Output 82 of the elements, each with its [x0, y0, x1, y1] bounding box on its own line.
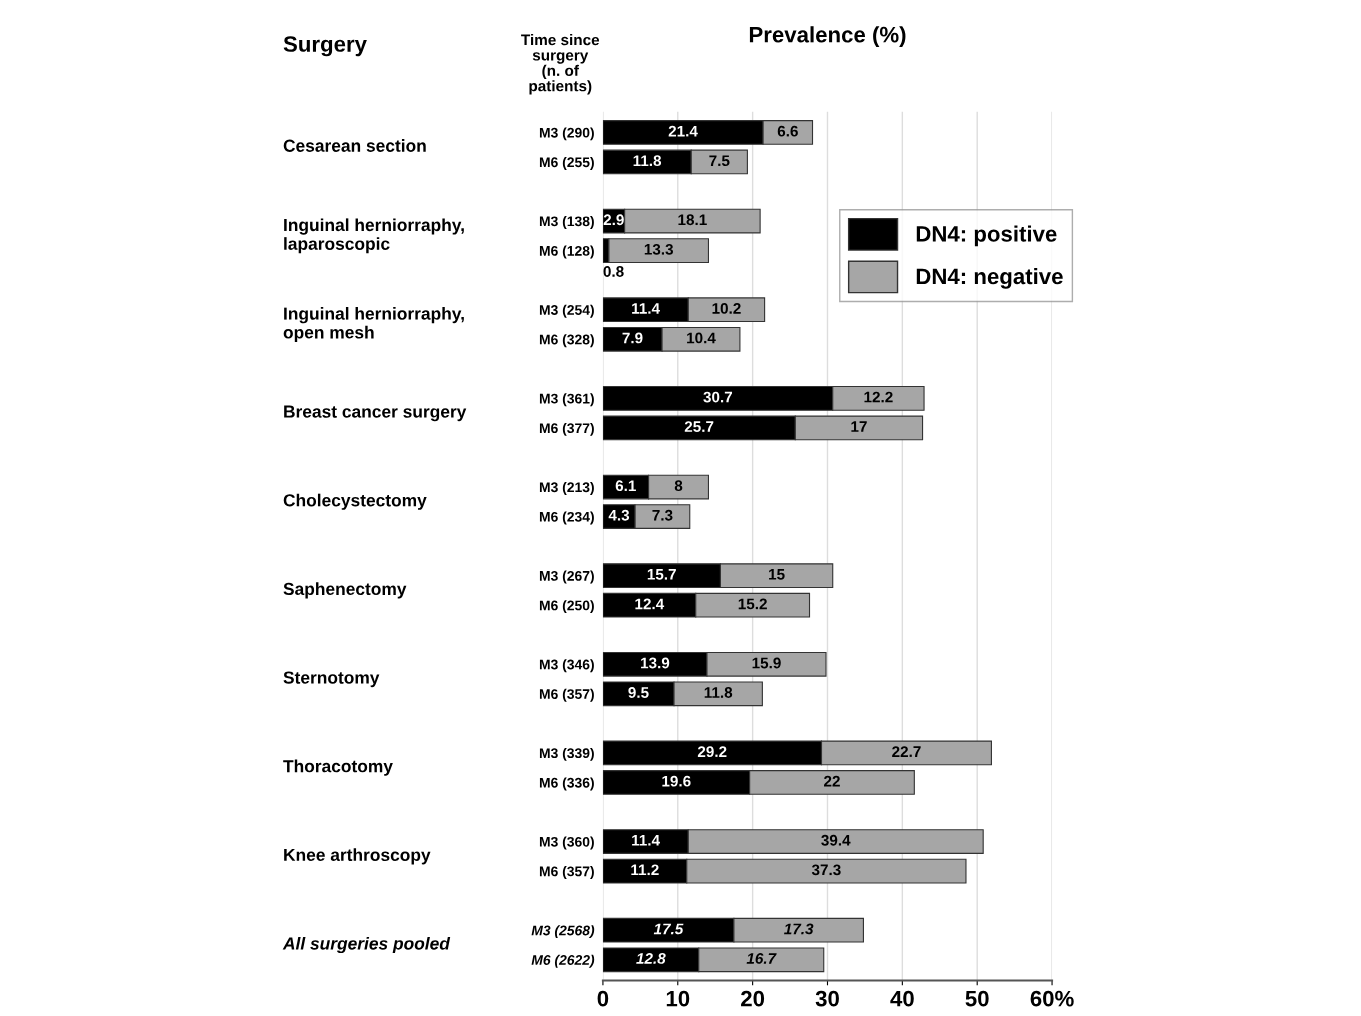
data-label: 7.3	[652, 509, 673, 521]
data-label: 18.1	[678, 214, 707, 226]
y-tick-label: M6 (357)	[539, 688, 594, 702]
y-tick-label: M6 (357)	[539, 866, 594, 880]
y-tick-label: M3 (2568)	[531, 925, 595, 939]
data-label: 11.2	[631, 864, 659, 876]
x-tick-label: 40	[890, 990, 914, 1007]
data-label: 4.3	[608, 509, 630, 521]
y-axis-title: Time since surgery (n. of patients)	[521, 34, 600, 95]
data-label: 15.7	[647, 569, 676, 580]
x-tick-label: 20	[741, 990, 765, 1007]
data-label: 39.4	[821, 834, 851, 846]
data-label: 22.7	[892, 746, 921, 757]
y-tick-label: M3 (213)	[539, 481, 594, 495]
y-tick-label: M3 (254)	[539, 304, 594, 318]
data-label: 17.3	[784, 923, 814, 935]
text: Inguinal herniorraphy, open mesh	[283, 307, 464, 342]
legend-label: DN4: negative	[916, 267, 1063, 289]
x-tick-label: 60%	[1030, 990, 1074, 1007]
data-label: 8	[674, 480, 683, 492]
data-label: 11.4	[632, 303, 660, 314]
y-tick-label: M3 (361)	[539, 393, 594, 407]
data-label: 17.5	[653, 923, 684, 935]
data-label: 30.7	[703, 391, 733, 403]
data-label: 11.4	[632, 835, 660, 846]
data-label: 25.7	[684, 421, 714, 433]
y-tick-label: M3 (138)	[539, 216, 594, 229]
text: Knee arthroscopy	[284, 848, 431, 865]
y-tick-label: M3 (267)	[539, 570, 594, 584]
data-label: 6.1	[615, 480, 636, 492]
y-tick-label: M6 (377)	[539, 422, 594, 436]
text: Breast cancer surgery	[284, 405, 467, 422]
data-label: 7.9	[622, 332, 643, 344]
text: Surgery	[283, 36, 367, 57]
y-tick-label: M3 (290)	[539, 127, 594, 141]
data-label: 11.8	[704, 687, 733, 698]
data-label: 9.5	[628, 687, 649, 698]
data-label: 2.9	[603, 214, 624, 226]
y-tick-label: M6 (255)	[539, 156, 594, 170]
data-label: 13.9	[641, 657, 670, 669]
chart-title: Prevalence (%)	[749, 26, 906, 47]
text: Saphenectomy	[283, 582, 407, 599]
text: Inguinal herniorraphy, laparoscopic	[284, 218, 464, 254]
text: Sternotomy	[283, 671, 380, 688]
data-label: 7.5	[709, 155, 730, 167]
legend-label: DN4: positive	[916, 225, 1057, 247]
y-tick-label: M3 (360)	[539, 836, 594, 850]
text: Cholecystectomy	[283, 493, 427, 510]
y-tick-label: M3 (346)	[539, 659, 594, 673]
data-label: 22	[824, 775, 840, 787]
data-label: 13.3	[644, 243, 674, 255]
x-tick-label: 30	[815, 990, 839, 1007]
data-label: 21.4	[668, 125, 698, 137]
y-tick-label: M6 (234)	[539, 511, 594, 525]
data-label: 19.6	[662, 775, 691, 787]
data-label: 11.8	[633, 155, 662, 167]
y-tick-label: M6 (128)	[539, 245, 594, 259]
text: All surgeries pooled	[282, 936, 451, 954]
data-label: 15.9	[752, 657, 781, 669]
data-label: 17	[851, 421, 867, 432]
data-label: 10.4	[687, 332, 716, 344]
data-label: 37.3	[811, 864, 841, 876]
data-label: 16.7	[746, 953, 777, 964]
y-tick-label: M6 (250)	[539, 600, 594, 614]
y-tick-label: M3 (339)	[539, 747, 594, 761]
data-label: 15	[769, 569, 785, 580]
y-tick-label: M6 (328)	[539, 334, 594, 348]
data-label: 15.2	[738, 598, 767, 610]
data-label: 12.8	[636, 953, 666, 964]
text: Thoracotomy	[283, 759, 393, 776]
data-label: 10.2	[712, 303, 741, 314]
data-label: 29.2	[697, 746, 727, 758]
data-label: 12.4	[635, 598, 665, 610]
x-tick-label: 10	[666, 990, 690, 1007]
x-tick-label: 50	[965, 990, 989, 1007]
text: Cesarean section	[283, 139, 426, 152]
y-tick-label: M6 (2622)	[531, 954, 595, 968]
data-label: 12.2	[864, 391, 893, 403]
y-tick-label: M6 (336)	[539, 777, 594, 791]
data-label: 0.8	[603, 266, 624, 277]
x-tick-label: 0	[597, 990, 609, 1007]
data-label: 6.6	[777, 125, 798, 137]
